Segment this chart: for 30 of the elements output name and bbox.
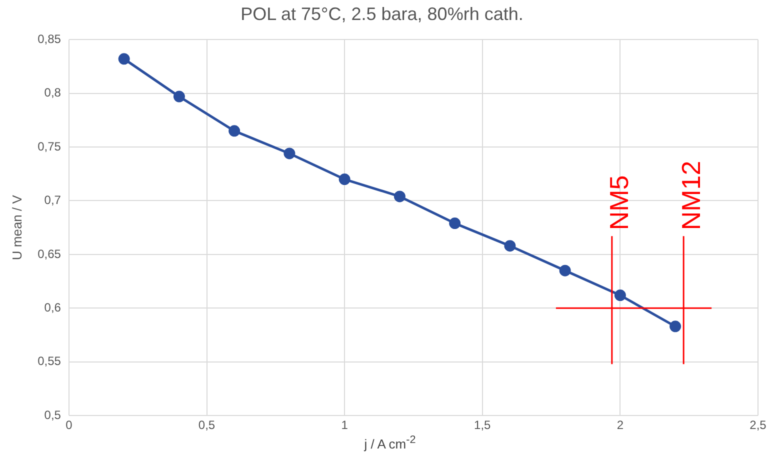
y-tick-label: 0,55 [38,354,62,368]
point [449,218,461,230]
chart-title: POL at 75°C, 2.5 bara, 80%rh cath. [240,4,524,24]
x-tick-label: 2 [616,418,624,432]
point [173,90,185,102]
point [394,190,406,202]
point [504,240,516,252]
x-tick-label: 2,5 [750,418,767,432]
point [559,264,571,276]
y-tick-label: 0,85 [38,32,62,46]
y-tick-label: 0,7 [44,193,62,208]
x-tick-label: 1 [341,418,348,432]
point [614,290,626,302]
point [284,148,296,160]
y-tick-label: 0,8 [44,86,62,100]
point [670,320,682,332]
x-tick-label: 0,5 [198,418,216,432]
y-tick-label: 0,75 [38,139,62,154]
point [228,125,240,137]
y-tick-label: 0,5 [44,408,62,422]
x-tick-label: 0 [66,418,73,432]
point [118,53,130,65]
y-axis-title: U mean / V [9,194,24,260]
ref-line-label: NM5 [604,175,634,230]
y-tick-label: 0,6 [44,300,62,314]
y-tick-label: 0,65 [38,246,62,261]
x-tick-label: 1,5 [474,418,492,432]
point [338,174,350,186]
x-axis-title: j / A cm$^{-2}$ [363,434,417,452]
ref-line-label: NM12 [676,160,706,230]
